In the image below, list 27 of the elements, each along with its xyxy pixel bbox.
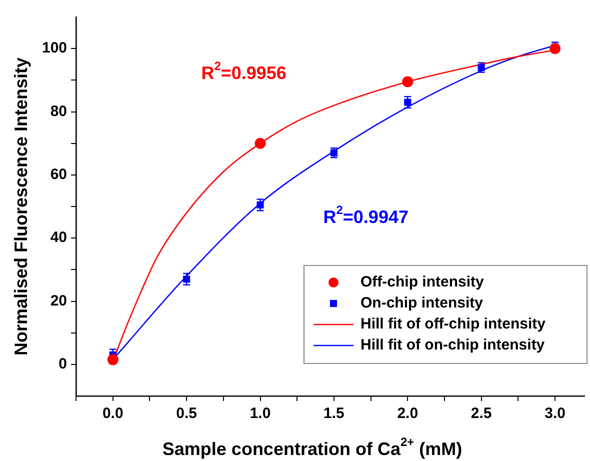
point	[550, 43, 561, 54]
x-tick-label: 2.5	[470, 405, 492, 422]
x-tick-label: 0.5	[176, 405, 197, 422]
point	[402, 76, 414, 88]
point	[404, 98, 412, 106]
x-tick-label: 1.5	[324, 405, 344, 422]
x-tick-label: 0.0	[102, 405, 124, 422]
point	[107, 354, 118, 366]
y-tick-label: 0	[58, 356, 68, 373]
x-tick-label: 1.0	[250, 405, 271, 422]
point	[478, 64, 485, 72]
y-tick-label: 60	[50, 166, 68, 184]
y-axis-title: Normalised Fluorescence Intensity	[10, 57, 31, 356]
point	[183, 276, 190, 283]
y-tick-label: 100	[42, 40, 68, 57]
y-tick-label: 80	[50, 102, 68, 120]
point	[256, 201, 264, 208]
x-tick-label: 3.0	[544, 405, 566, 422]
y-tick-label: 40	[50, 229, 68, 246]
legend-label: Hill fit of off-chip intensity	[360, 316, 546, 333]
legend-label: Off-chip intensity	[360, 274, 484, 291]
y-tick-label: 20	[50, 292, 68, 310]
point	[254, 138, 266, 149]
point	[330, 149, 338, 156]
legend-label: On-chip intensity	[360, 294, 484, 312]
legend-label: Hill fit of on-chip intensity	[360, 336, 546, 354]
x-tick-label: 2.0	[397, 405, 418, 422]
